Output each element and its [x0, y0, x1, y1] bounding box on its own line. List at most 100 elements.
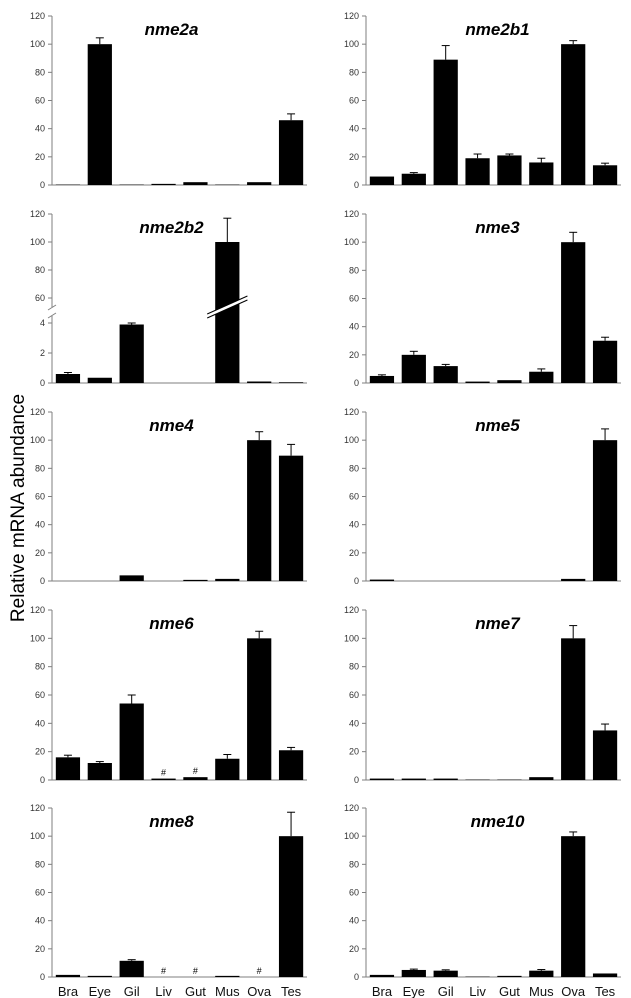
chart-title: nme2b1: [465, 20, 529, 39]
y-tick-label: 80: [349, 265, 359, 275]
bar-tes: [278, 750, 304, 780]
x-tick-label: Mus: [215, 984, 240, 998]
y-tick-label: 120: [344, 803, 359, 813]
bar-eye: [87, 44, 112, 185]
y-tick-label: 20: [349, 548, 359, 558]
bar-mus: [529, 970, 554, 977]
x-tick-label: Eye: [403, 984, 425, 998]
y-tick-label: 120: [30, 11, 45, 21]
y-tick-label: 60: [35, 96, 45, 106]
y-tick-label: 20: [35, 944, 45, 954]
panel-grid: 020406080100120nme2a020406080100120nme2b…: [30, 11, 621, 998]
y-tick-label: 60: [349, 690, 359, 700]
x-tick-label: Gut: [499, 984, 520, 998]
y-tick-label: 0: [40, 972, 45, 982]
y-tick-label: 100: [344, 831, 359, 841]
y-tick-label: 20: [35, 152, 45, 162]
bar-gil: [119, 324, 144, 383]
y-tick-label: 100: [344, 39, 359, 49]
bar-ova: [561, 578, 586, 581]
y-tick-label: 2: [40, 348, 45, 358]
y-tick-label: 120: [30, 209, 45, 219]
y-tick-label: 60: [349, 888, 359, 898]
y-tick-label: 80: [349, 463, 359, 473]
bar-tes: [278, 455, 304, 581]
x-tick-label: Tes: [281, 984, 302, 998]
y-tick-label: 120: [344, 209, 359, 219]
bar-gut: [183, 182, 208, 185]
chart-panel-nme2a: 0 20 40 60 80 100 120 nme2a: [30, 11, 307, 190]
chart-title: nme6: [149, 614, 194, 633]
bar-gil: [433, 970, 458, 977]
bar-gut: [183, 579, 208, 581]
y-tick-label: 120: [30, 407, 45, 417]
bar-gut: [497, 975, 522, 977]
y-tick-label: 40: [35, 718, 45, 728]
y-tick-label: 40: [35, 124, 45, 134]
chart-panel-nme6: 0 20 40 60 80 100 120 nme6 # #: [30, 605, 307, 785]
bar-ova: [561, 242, 586, 383]
bar-eye: [401, 354, 426, 383]
y-tick-label: 80: [35, 662, 45, 672]
y-tick-label: 20: [349, 944, 359, 954]
bar-gil: [433, 59, 458, 185]
x-tick-label: Tes: [595, 984, 616, 998]
x-tick-label: Liv: [469, 984, 486, 998]
bar-tes: [592, 165, 618, 185]
chart-title: nme3: [475, 218, 520, 237]
bar-break-gap: [206, 296, 249, 318]
chart-panel-nme3: 0 20 40 60 80 100 120 nme3: [344, 209, 621, 388]
significance-marker: #: [161, 768, 166, 778]
bar-bra: [369, 778, 395, 780]
bar-tes: [278, 836, 304, 977]
bar-ova: [561, 836, 586, 977]
bar-bra: [369, 974, 395, 977]
bar-tes: [592, 973, 618, 977]
y-tick-label: 80: [349, 67, 359, 77]
bar-mus: [215, 975, 240, 977]
chart-panel-nme8: 0 20 40 60 80 100 120 nme8 # # # Bra Eye Gil Liv Gut Mus…: [30, 803, 307, 998]
y-tick-label: 0: [40, 775, 45, 785]
bar-ova: [247, 638, 272, 780]
bar-eye: [87, 377, 112, 383]
bar-bra: [55, 974, 81, 977]
chart-panel-nme5: 0 20 40 60 80 100 120 nme5: [344, 407, 621, 586]
chart-panel-nme2b2: 0 2 4 60 80 100 120 nme2b2: [30, 209, 307, 388]
y-tick-label: 0: [354, 378, 359, 388]
chart-title: nme2a: [145, 20, 199, 39]
y-tick-label: 20: [35, 747, 45, 757]
x-tick-label: Liv: [155, 984, 172, 998]
chart-title: nme4: [149, 416, 194, 435]
bar-tes: [278, 120, 304, 185]
bar-break-line: [206, 295, 248, 315]
chart-title: nme2b2: [139, 218, 204, 237]
bar-tes: [592, 730, 618, 780]
y-tick-label: 80: [349, 662, 359, 672]
bar-gil: [119, 703, 144, 780]
chart-panel-nme7: 0 20 40 60 80 100 120 nme7: [344, 605, 621, 785]
bar-liv: [465, 158, 490, 185]
bar-bra: [369, 176, 395, 185]
y-tick-label: 40: [349, 322, 359, 332]
y-tick-label: 0: [40, 180, 45, 190]
x-tick-label: Gut: [185, 984, 206, 998]
bar-eye: [87, 975, 112, 977]
y-tick-label: 60: [35, 888, 45, 898]
y-tick-label: 0: [354, 576, 359, 586]
x-tick-label: Bra: [58, 984, 79, 998]
bar-eye: [401, 173, 426, 185]
x-tick-label: Ova: [561, 984, 586, 998]
y-tick-label: 80: [349, 859, 359, 869]
y-tick-label: 60: [35, 492, 45, 502]
y-tick-label: 20: [349, 152, 359, 162]
bar-liv: [465, 381, 490, 383]
x-tick-label: Eye: [89, 984, 111, 998]
bar-ova: [561, 638, 586, 780]
y-tick-label: 100: [30, 237, 45, 247]
y-tick-label: 20: [35, 548, 45, 558]
x-tick-label: Gil: [438, 984, 454, 998]
bar-mus: [529, 371, 554, 383]
y-tick-label: 60: [349, 294, 359, 304]
y-tick-label: 4: [40, 318, 45, 328]
bar-ova: [247, 440, 272, 581]
